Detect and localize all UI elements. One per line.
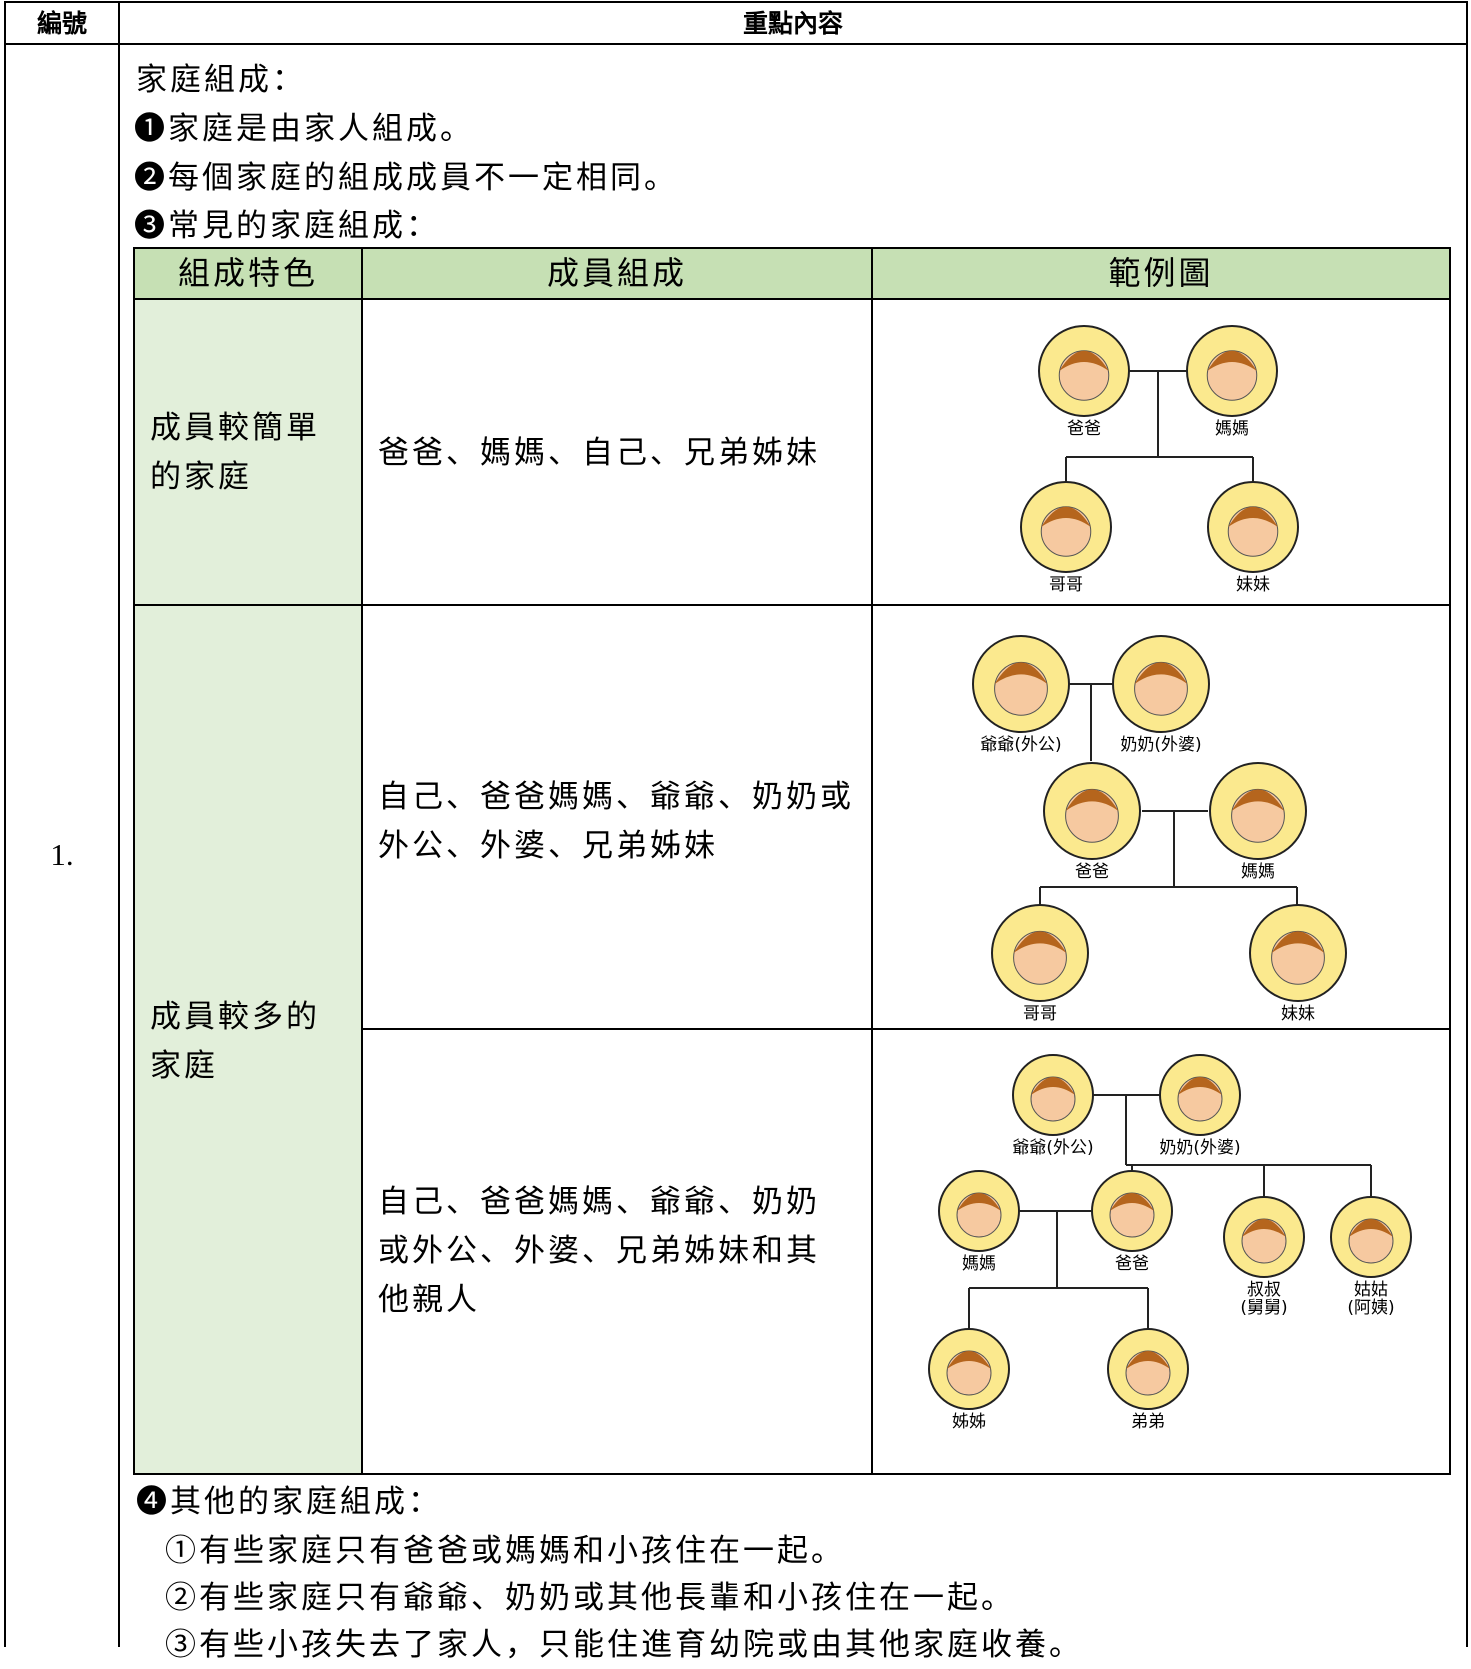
person-label: 爺爺(外公) xyxy=(980,735,1061,755)
hair xyxy=(1228,506,1278,527)
person-label: 叔叔 xyxy=(1247,1280,1281,1300)
person-label: 媽媽 xyxy=(962,1254,996,1274)
hair xyxy=(947,1351,991,1369)
members: 爸爸、媽媽、自己、兄弟姊妹 xyxy=(378,435,820,470)
person-label: 哥哥 xyxy=(1049,575,1083,595)
person-label: 姑姑 xyxy=(1354,1280,1388,1300)
person-label: 弟弟 xyxy=(1131,1412,1165,1432)
person-label: 爸爸 xyxy=(1067,419,1101,439)
feature: 成員較多的家庭 xyxy=(150,999,320,1083)
hair xyxy=(1065,789,1119,811)
person-sublabel: (舅舅) xyxy=(1240,1298,1287,1318)
person-label: 奶奶(外婆) xyxy=(1120,735,1201,755)
person-label: 妹妹 xyxy=(1236,575,1270,595)
other-item: ①有些家庭只有爸爸或媽媽和小孩住在一起。 xyxy=(165,1533,845,1568)
other-item: ②有些家庭只有爺爺、奶奶或其他長輩和小孩住在一起。 xyxy=(165,1580,1015,1615)
hair xyxy=(1207,350,1257,371)
person-label: 姊姊 xyxy=(952,1412,986,1432)
inner-header-bg xyxy=(134,248,1450,299)
feature: 成員較簡單的家庭 xyxy=(150,410,320,494)
person-label: 媽媽 xyxy=(1215,419,1249,439)
person-label: 哥哥 xyxy=(1023,1004,1057,1024)
point: ❷每個家庭的組成成員不一定相同。 xyxy=(134,160,678,195)
hair xyxy=(1349,1219,1393,1237)
hair xyxy=(1271,931,1325,953)
header-content: 重點內容 xyxy=(742,9,843,38)
col-header: 組成特色 xyxy=(177,255,318,291)
person-label: 奶奶(外婆) xyxy=(1159,1138,1240,1158)
hair xyxy=(1178,1077,1222,1095)
person-sublabel: (阿姨) xyxy=(1347,1298,1394,1318)
hair xyxy=(1134,662,1188,684)
borders xyxy=(4,1,1468,1647)
other-item: ③有些小孩失去了家人，只能住進育幼院或由其他家庭收養。 xyxy=(165,1627,1083,1662)
hair xyxy=(1059,350,1109,371)
col-header: 範例圖 xyxy=(1108,255,1214,291)
person-label: 爸爸 xyxy=(1115,1254,1149,1274)
members: 自己、爸爸媽媽、爺爺、奶奶或外公、外婆、兄弟姊妹 xyxy=(378,779,854,863)
hair xyxy=(957,1193,1001,1211)
point: ❸常見的家庭組成： xyxy=(134,208,440,243)
hair xyxy=(1041,506,1091,527)
hair xyxy=(1013,931,1067,953)
hair xyxy=(994,662,1048,684)
col-header: 成員組成 xyxy=(546,255,687,291)
row-number: 1. xyxy=(50,837,74,872)
hair xyxy=(1110,1193,1154,1211)
hair xyxy=(1231,789,1285,811)
hair xyxy=(1126,1351,1170,1369)
hair xyxy=(1031,1077,1075,1095)
point: ❶家庭是由家人組成。 xyxy=(134,111,474,146)
header-number: 編號 xyxy=(36,9,87,38)
other-title: ❹其他的家庭組成： xyxy=(136,1484,442,1519)
person-label: 爸爸 xyxy=(1075,862,1109,882)
person-label: 妹妹 xyxy=(1281,1004,1315,1024)
person-label: 爺爺(外公) xyxy=(1012,1138,1093,1158)
hair xyxy=(1242,1219,1286,1237)
person-label: 媽媽 xyxy=(1241,862,1275,882)
section-title: 家庭組成： xyxy=(136,62,306,97)
feature-bg xyxy=(134,299,362,1474)
members: 自己、爸爸媽媽、爺爺、奶奶或外公、外婆、兄弟姊妹和其他親人 xyxy=(378,1184,820,1317)
